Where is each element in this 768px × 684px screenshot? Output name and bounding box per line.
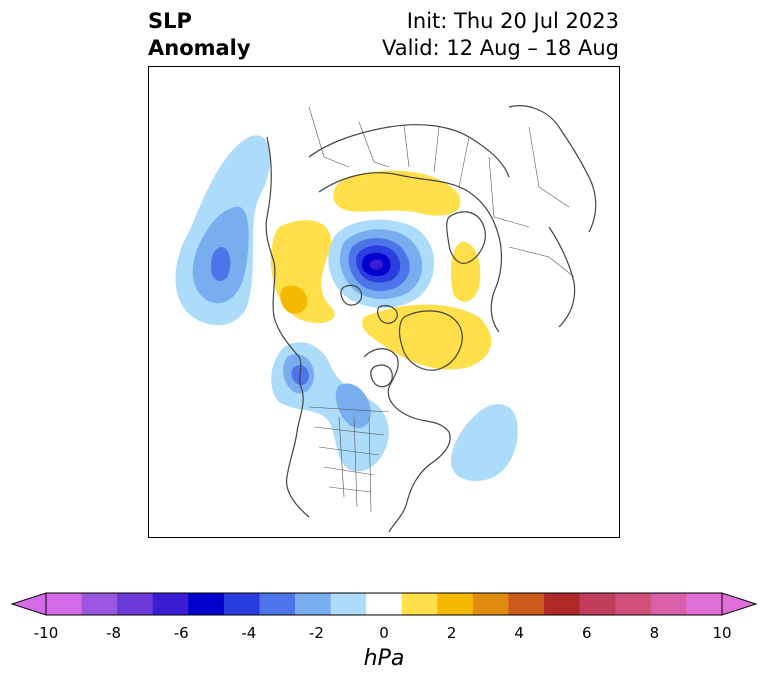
- colorbar-segment: [295, 593, 332, 615]
- colorbar-segment: [188, 593, 225, 615]
- colorbar-segment: [259, 593, 296, 615]
- colorbar-tick-label: -4: [241, 624, 257, 642]
- colorbar-extend-max: [721, 592, 758, 616]
- init-date: Init: Thu 20 Jul 2023: [406, 9, 619, 33]
- colorbar-tick-label: 4: [514, 624, 524, 642]
- colorbar-tick-label: -8: [106, 624, 122, 642]
- colorbar-units: hPa: [363, 646, 405, 671]
- colorbar-segment: [472, 593, 510, 615]
- colorbar-tick-label: 0: [379, 624, 389, 642]
- forecast-info: Init: Thu 20 Jul 2023 Valid: 12 Aug – 18…: [382, 8, 619, 62]
- colorbar-segment: [152, 593, 189, 615]
- map-panel: [148, 66, 620, 538]
- colorbar-segment: [508, 593, 545, 615]
- colorbar-segment: [46, 593, 83, 615]
- title-line-2: Anomaly: [148, 36, 251, 60]
- colorbar-tick-label: -10: [33, 624, 59, 642]
- north-atlantic-low: [450, 404, 518, 481]
- anomaly-field: [175, 135, 518, 481]
- colorbar: [10, 592, 758, 616]
- colorbar-tick-label: 6: [582, 624, 592, 642]
- colorbar-tick-label: 2: [446, 624, 457, 642]
- colorbar-tick-label: -2: [308, 624, 324, 642]
- map-title: SLP Anomaly: [148, 8, 251, 62]
- colorbar-segment: [544, 593, 581, 615]
- map-svg: [175, 105, 597, 533]
- borders: [308, 106, 575, 513]
- colorbar-tick-label: 8: [649, 624, 660, 642]
- greenland-high: [362, 304, 492, 370]
- colorbar-segment: [615, 593, 652, 615]
- colorbar-tick-label: 10: [712, 624, 732, 642]
- colorbar-segment: [81, 593, 118, 615]
- title-line-1: SLP: [148, 9, 192, 33]
- colorbar-segment: [117, 593, 154, 615]
- colorbar-segment: [650, 593, 687, 615]
- valid-period: Valid: 12 Aug – 18 Aug: [381, 36, 619, 60]
- colorbar-segment: [686, 593, 723, 615]
- colorbar-segment: [579, 593, 616, 615]
- colorbar-segment: [223, 593, 260, 615]
- colorbar-segment: [366, 593, 403, 615]
- colorbar-segment: [401, 593, 438, 615]
- coastlines: [265, 105, 597, 533]
- colorbar-tick-label: -6: [173, 624, 189, 642]
- eurasia-high: [333, 170, 461, 216]
- colorbar-segment: [330, 593, 367, 615]
- colorbar-extend-min: [10, 592, 47, 616]
- colorbar-segment: [437, 593, 474, 615]
